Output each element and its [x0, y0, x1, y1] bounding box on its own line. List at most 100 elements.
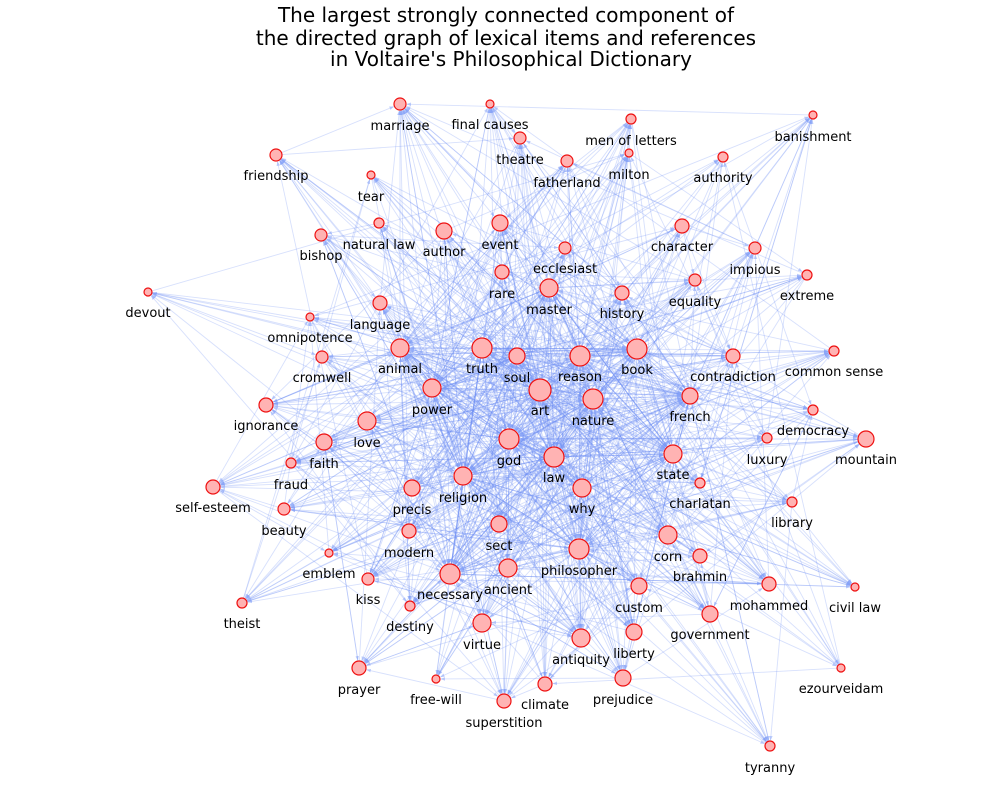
node-label-friendship: friendship: [244, 169, 309, 184]
edge-state-to-law: [564, 453, 665, 459]
edge-soul-to-god: [508, 363, 517, 429]
edge-necessary-to-library: [459, 502, 787, 573]
edge-necessary-to-state: [458, 458, 665, 570]
edge-truth-to-religion: [463, 357, 481, 467]
edge-civil-law-to-necessary: [460, 572, 852, 588]
edge-kiss-to-master: [370, 296, 545, 575]
edge-prejudice-to-final-causes: [490, 108, 622, 671]
edge-language-to-friendship: [279, 160, 377, 298]
edge-necessary-to-soul: [452, 364, 515, 565]
edge-god-to-precis: [419, 443, 501, 485]
edge-nature-to-why: [581, 408, 593, 479]
edge-ecclesiast-to-power: [438, 252, 562, 382]
edge-master-to-soul: [520, 295, 546, 349]
edge-custom-to-animal: [406, 354, 634, 581]
edge-theatre-to-master: [520, 143, 549, 279]
edge-cromwell-to-necessary: [324, 361, 445, 565]
edge-master-to-art: [539, 296, 549, 379]
edge-marriage-to-religion: [400, 109, 463, 467]
edge-ecclesiast-to-tyranny: [566, 253, 769, 741]
node-contradiction: [725, 348, 741, 364]
edge-prayer-to-language: [358, 310, 382, 662]
edge-philosopher-to-faith: [331, 445, 570, 546]
edge-civil-law-to-god: [518, 442, 852, 586]
edge-theatre-to-french: [522, 142, 686, 389]
node-truth: [471, 337, 493, 359]
edge-soul-to-power: [440, 358, 510, 385]
node-antiquity: [571, 628, 591, 648]
edge-history-to-author: [452, 233, 616, 292]
edge-reason-to-why: [579, 365, 584, 479]
edge-french-to-prayer: [364, 400, 685, 664]
node-destiny: [404, 600, 416, 612]
edge-rare-to-animal: [407, 275, 497, 343]
edge-modern-to-ignorance: [271, 409, 405, 527]
edge-impious-to-law: [561, 252, 752, 450]
edge-democracy-to-nature: [603, 397, 809, 411]
edge-impious-to-reason: [588, 250, 751, 351]
edge-necessary-to-truth: [450, 358, 482, 565]
edge-mohammed-to-religion: [472, 478, 763, 583]
edge-god-to-philosopher: [513, 447, 574, 541]
edge-prayer-to-faith: [324, 450, 359, 662]
edge-devout-to-milton: [151, 153, 625, 292]
edge-religion-to-love: [375, 425, 456, 472]
edge-power-to-theatre: [434, 144, 519, 380]
edge-soul-to-banishment: [522, 117, 810, 352]
edge-men-of-letters-to-law: [555, 123, 631, 447]
edge-love-to-nature: [375, 398, 583, 421]
edge-power-to-mountain: [440, 388, 858, 440]
edge-art-to-event: [501, 231, 538, 380]
edge-religion-to-truth: [463, 358, 482, 468]
edge-book-to-philosopher: [581, 358, 635, 539]
edge-liberty-to-language: [384, 308, 630, 626]
edge-religion-to-ignorance: [273, 407, 455, 474]
edge-french-to-law: [563, 398, 683, 453]
edge-mountain-to-philosopher: [588, 441, 859, 546]
edge-extreme-to-marriage: [406, 106, 803, 274]
edge-equality-to-reason: [588, 282, 691, 351]
node-omnipotence: [305, 312, 315, 322]
node-authority: [717, 151, 729, 163]
edge-ezourveidam-to-authority: [723, 162, 841, 665]
edge-philosopher-to-power: [438, 395, 573, 542]
node-label-animal: animal: [378, 362, 422, 377]
edge-ezourveidam-to-climate: [552, 667, 838, 686]
node-label-devout: devout: [125, 306, 170, 321]
edge-soul-to-precis: [417, 361, 513, 482]
edge-sect-to-theist: [247, 525, 492, 602]
edge-power-to-animal: [405, 355, 427, 382]
node-label-book: book: [621, 363, 653, 378]
edge-prejudice-to-philosopher: [582, 558, 621, 671]
edge-master-to-precis: [416, 295, 545, 481]
edge-why-to-history: [583, 300, 622, 480]
edge-antiquity-to-bishop: [324, 240, 577, 631]
edge-religion-to-antiquity: [467, 483, 576, 631]
edge-superstition-to-french: [507, 403, 686, 696]
edge-book-to-mohammed: [641, 357, 766, 578]
edge-mohammed-to-impious: [753, 254, 770, 578]
edge-friendship-to-soul: [280, 158, 511, 351]
edge-nature-to-french: [602, 394, 682, 400]
edge-ancient-to-master: [508, 297, 549, 560]
node-label-necessary: necessary: [417, 588, 483, 603]
edge-prejudice-to-mohammed: [629, 587, 763, 675]
edge-reason-to-religion: [469, 362, 574, 470]
edge-author-to-destiny: [409, 238, 444, 601]
edge-sect-to-library: [506, 500, 787, 524]
edge-virtue-to-milton: [484, 157, 629, 615]
edge-rare-to-character: [508, 227, 675, 271]
edge-milton-to-state: [629, 156, 673, 445]
edge-brahmin-to-philosopher: [589, 548, 694, 557]
edge-art-to-bishop: [326, 238, 532, 385]
edge-reason-to-milton: [581, 157, 629, 347]
edge-art-to-superstition: [503, 400, 540, 694]
edge-bishop-to-corn: [325, 238, 661, 529]
edge-nature-to-self-esteem: [220, 400, 584, 487]
edge-tyranny-to-french: [691, 404, 770, 742]
edge-soul-to-mohammed: [522, 361, 764, 579]
edge-prejudice-to-religion: [468, 483, 619, 673]
edge-reason-to-truth: [492, 347, 571, 356]
edge-liberty-to-reason: [581, 366, 633, 625]
edge-god-to-french: [518, 397, 682, 438]
